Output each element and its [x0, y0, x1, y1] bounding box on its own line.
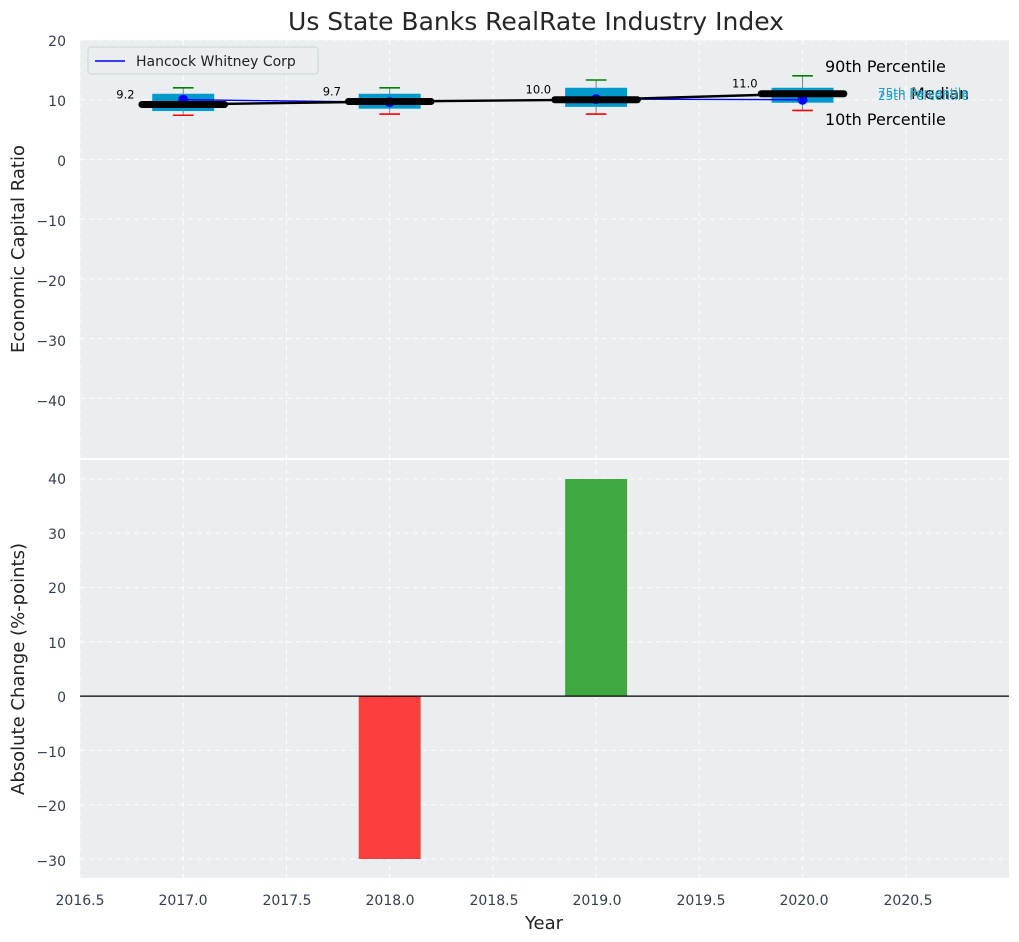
change-bar — [565, 479, 628, 697]
bottom-y-tick-label: −10 — [36, 745, 66, 761]
median-value-label: 9.2 — [116, 87, 134, 101]
bottom-gridlines — [79, 460, 1009, 878]
change-bar — [358, 696, 421, 859]
bottom-y-tick-labels: 40 30 20 10 0 −10 −20 −30 — [36, 472, 66, 870]
median-value-label: 10.0 — [526, 83, 552, 97]
top-y-tick-label: −40 — [36, 394, 66, 410]
top-y-tick-label: 10 — [48, 94, 66, 110]
median-trend-line — [183, 92, 803, 106]
bar-marks — [80, 479, 1009, 859]
top-y-tick-labels: 20 10 0 −10 −20 −30 −40 — [36, 34, 66, 410]
top-y-axis-label: Economic Capital Ratio — [8, 145, 29, 353]
p10-annotation: 10th Percentile — [825, 110, 946, 129]
median-value-label: 11.0 — [732, 77, 758, 91]
bottom-y-axis-label: Absolute Change (%-points) — [8, 543, 29, 795]
legend-entry-hancock-whitney: Hancock Whitney Corp — [136, 54, 296, 70]
legend: Hancock Whitney Corp — [87, 46, 319, 75]
x-tick-label: 2017.0 — [159, 893, 208, 909]
x-tick-label: 2018.5 — [470, 893, 519, 909]
bottom-y-tick-label: −30 — [36, 854, 66, 870]
top-gridlines — [79, 39, 1009, 458]
x-tick-label: 2016.5 — [56, 893, 105, 909]
x-tick-label: 2017.5 — [263, 893, 312, 909]
x-tick-label: 2020.0 — [780, 893, 829, 909]
top-y-tick-label: 0 — [57, 154, 66, 170]
top-plot-area — [80, 40, 1009, 458]
x-tick-label: 2020.5 — [884, 893, 933, 909]
bottom-y-tick-label: 20 — [48, 581, 66, 597]
x-tick-label: 2019.0 — [573, 893, 622, 909]
bottom-y-tick-label: 0 — [57, 690, 66, 706]
x-tick-label: 2019.5 — [677, 893, 726, 909]
top-y-tick-label: −10 — [36, 214, 66, 230]
chart-title: Us State Banks RealRate Industry Index — [288, 7, 784, 36]
box-plot-marks: 9.2 9.7 10.0 11.0 — [116, 75, 848, 117]
legend-box — [87, 46, 319, 75]
bottom-plot-area — [80, 460, 1009, 878]
p90-annotation: 90th Percentile — [825, 57, 946, 76]
top-y-tick-label: −20 — [36, 274, 66, 290]
x-tick-labels: 2016.5 2017.0 2017.5 2018.0 2018.5 2019.… — [56, 893, 933, 909]
p25-annotation: 25th Percentile — [878, 89, 969, 103]
bottom-y-tick-label: −20 — [36, 799, 66, 815]
p75-annotation: 75th Percentile — [878, 86, 969, 100]
x-tick-label: 2018.0 — [366, 893, 415, 909]
bottom-y-tick-label: 10 — [48, 636, 66, 652]
median-value-label: 9.7 — [323, 85, 341, 99]
bottom-y-tick-label: 30 — [48, 527, 66, 543]
bottom-y-tick-label: 40 — [48, 472, 66, 488]
x-axis-label: Year — [524, 913, 564, 934]
top-y-tick-label: −30 — [36, 334, 66, 350]
top-y-tick-label: 20 — [48, 34, 66, 50]
median-annotation: Median — [911, 84, 969, 103]
